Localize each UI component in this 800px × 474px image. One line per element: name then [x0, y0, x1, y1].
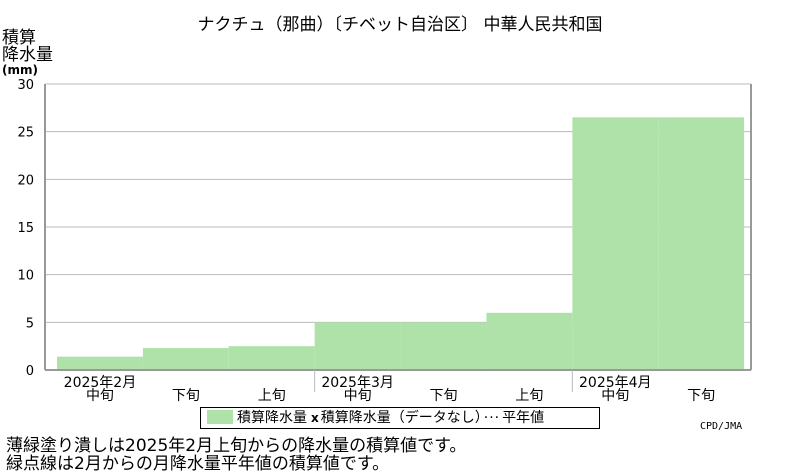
bars [57, 117, 745, 370]
bar [228, 346, 315, 370]
note-line-1: 薄緑塗り潰しは2025年2月上旬からの降水量の積算値です。 [6, 436, 467, 456]
x-tick-labels: 中旬 下旬 上旬 中旬 下旬 上旬 中旬 下旬 2025年2月 2025年3月 2025年4月 [64, 375, 716, 404]
bar [142, 348, 229, 370]
legend-nodata-marker: x [311, 411, 319, 425]
legend: 積算降水量 x 積算降水量（データなし） ··· 平年値 [200, 407, 600, 429]
x-tick-label: 中旬 [601, 388, 629, 404]
axes [44, 84, 752, 392]
y-tick-label: 0 [26, 364, 34, 379]
y-tick-label: 15 [17, 221, 34, 236]
y-tick-label: 5 [26, 316, 34, 331]
y-axis-label: 積算 降水量 (mm) [2, 28, 53, 77]
legend-bar-label: 積算降水量 [237, 410, 307, 426]
y-tick-label: 25 [17, 126, 34, 141]
y-tick-label: 20 [17, 173, 34, 188]
y-tick-labels: 0 5 10 15 20 25 30 [17, 78, 34, 379]
legend-bar-swatch [207, 410, 233, 424]
legend-normal-label: 平年値 [502, 410, 545, 426]
x-month-label: 2025年2月 [64, 375, 137, 391]
bar [572, 117, 659, 370]
x-tick-label: 中旬 [86, 388, 114, 404]
x-tick-label: 下旬 [172, 388, 200, 404]
credit-text: CPD/JMA [700, 421, 743, 432]
x-tick-label: 上旬 [515, 388, 543, 404]
y-axis-label-line-2: 降水量 [2, 45, 53, 65]
bar [314, 322, 401, 370]
x-tick-label: 上旬 [258, 388, 286, 404]
x-tick-label: 中旬 [344, 388, 372, 404]
y-tick-label: 10 [17, 269, 34, 284]
note-line-2: 緑点線は2月からの月降水量平年値の積算値です。 [6, 454, 390, 474]
x-month-label: 2025年4月 [579, 375, 652, 391]
legend-nodata-label: 積算降水量（データなし） [320, 410, 482, 426]
y-axis-label-line-1: 積算 [2, 28, 36, 48]
x-tick-label: 下旬 [687, 388, 715, 404]
bar [57, 356, 143, 370]
x-month-label: 2025年3月 [321, 375, 394, 391]
bar [486, 312, 573, 370]
legend-normal-marker: ··· [483, 410, 501, 426]
x-tick-label: 下旬 [430, 388, 458, 404]
bar [400, 322, 487, 370]
bar [658, 117, 745, 370]
chart-title: ナクチュ（那曲）〔チベット自治区〕 中華人民共和国 [197, 15, 603, 35]
y-tick-label: 30 [17, 78, 34, 93]
y-axis-unit: (mm) [2, 63, 38, 77]
